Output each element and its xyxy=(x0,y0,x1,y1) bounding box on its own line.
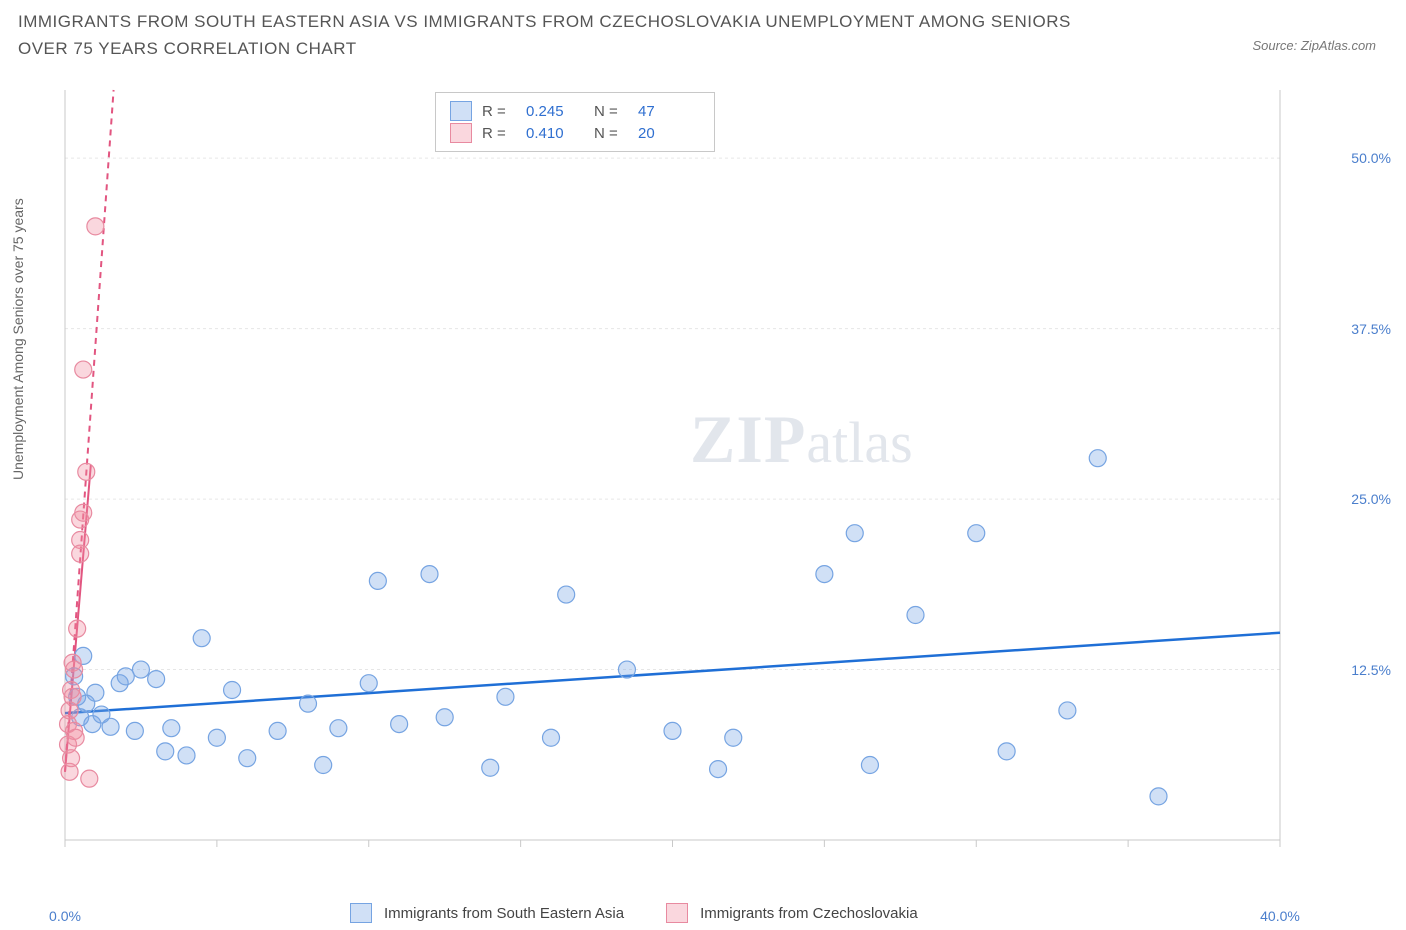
legend-r-label: R = xyxy=(482,103,516,120)
legend-r-label: R = xyxy=(482,125,516,142)
y-axis-label: Unemployment Among Seniors over 75 years xyxy=(10,198,26,480)
legend-n-label: N = xyxy=(594,103,628,120)
legend-swatch-pink xyxy=(666,903,688,923)
x-tick-label: 40.0% xyxy=(1260,908,1300,924)
legend-swatch-blue xyxy=(350,903,372,923)
x-tick-label: 0.0% xyxy=(49,908,81,924)
legend-n-label: N = xyxy=(594,125,628,142)
legend-row-series1: R = 0.245 N = 47 xyxy=(450,100,696,122)
legend-series: Immigrants from South Eastern Asia Immig… xyxy=(350,903,918,923)
legend-correlation: R = 0.245 N = 47 R = 0.410 N = 20 xyxy=(435,92,715,152)
legend-r-value-1: 0.245 xyxy=(526,103,584,120)
y-tick-label: 37.5% xyxy=(1351,321,1391,337)
y-tick-label: 50.0% xyxy=(1351,150,1391,166)
y-tick-label: 12.5% xyxy=(1351,662,1391,678)
source-label: Source: ZipAtlas.com xyxy=(1252,38,1376,53)
chart-svg xyxy=(55,85,1335,870)
legend-swatch-blue xyxy=(450,101,472,121)
legend-series2-label: Immigrants from Czechoslovakia xyxy=(700,905,918,922)
legend-series1-label: Immigrants from South Eastern Asia xyxy=(384,905,624,922)
legend-r-value-2: 0.410 xyxy=(526,125,584,142)
y-tick-label: 25.0% xyxy=(1351,491,1391,507)
chart-title: IMMIGRANTS FROM SOUTH EASTERN ASIA VS IM… xyxy=(18,8,1118,62)
legend-swatch-pink xyxy=(450,123,472,143)
legend-n-value-2: 20 xyxy=(638,125,696,142)
legend-n-value-1: 47 xyxy=(638,103,696,120)
plot-area xyxy=(55,85,1335,870)
legend-row-series2: R = 0.410 N = 20 xyxy=(450,122,696,144)
